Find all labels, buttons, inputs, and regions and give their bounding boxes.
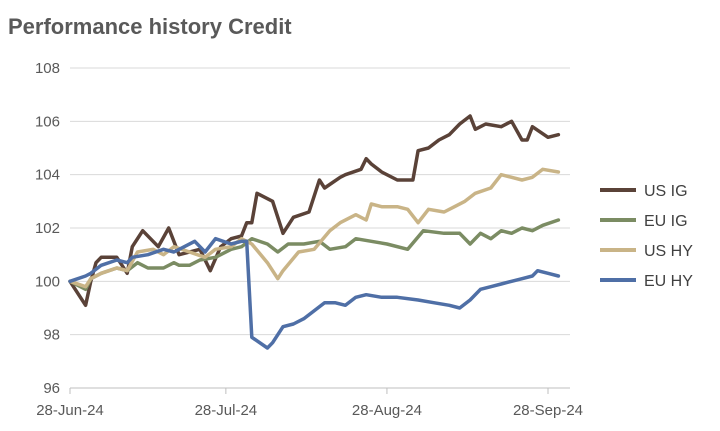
legend-label: US IG [644, 183, 688, 200]
chart-title: Performance history Credit [8, 14, 292, 39]
x-tick-label: 28-Sep-24 [513, 402, 583, 419]
y-tick-label: 104 [35, 167, 60, 184]
y-tick-label: 98 [43, 327, 60, 344]
y-tick-label: 102 [35, 220, 60, 237]
y-tick-label: 108 [35, 60, 60, 77]
series-line-eu-hy [68, 236, 561, 350]
legend-label: EU HY [644, 273, 693, 290]
y-tick-label: 96 [43, 380, 60, 397]
series-line-us-ig [68, 114, 561, 308]
y-tick-label: 106 [35, 113, 60, 130]
x-tick-label: 28-Aug-24 [352, 402, 422, 419]
series-line-us-hy [68, 167, 561, 289]
x-tick-label: 28-Jul-24 [195, 402, 258, 419]
legend-label: US HY [644, 243, 693, 260]
x-tick-label: 28-Jun-24 [36, 402, 104, 419]
legend-label: EU IG [644, 213, 688, 230]
y-tick-label: 100 [35, 273, 60, 290]
series-line-eu-ig [68, 218, 561, 292]
